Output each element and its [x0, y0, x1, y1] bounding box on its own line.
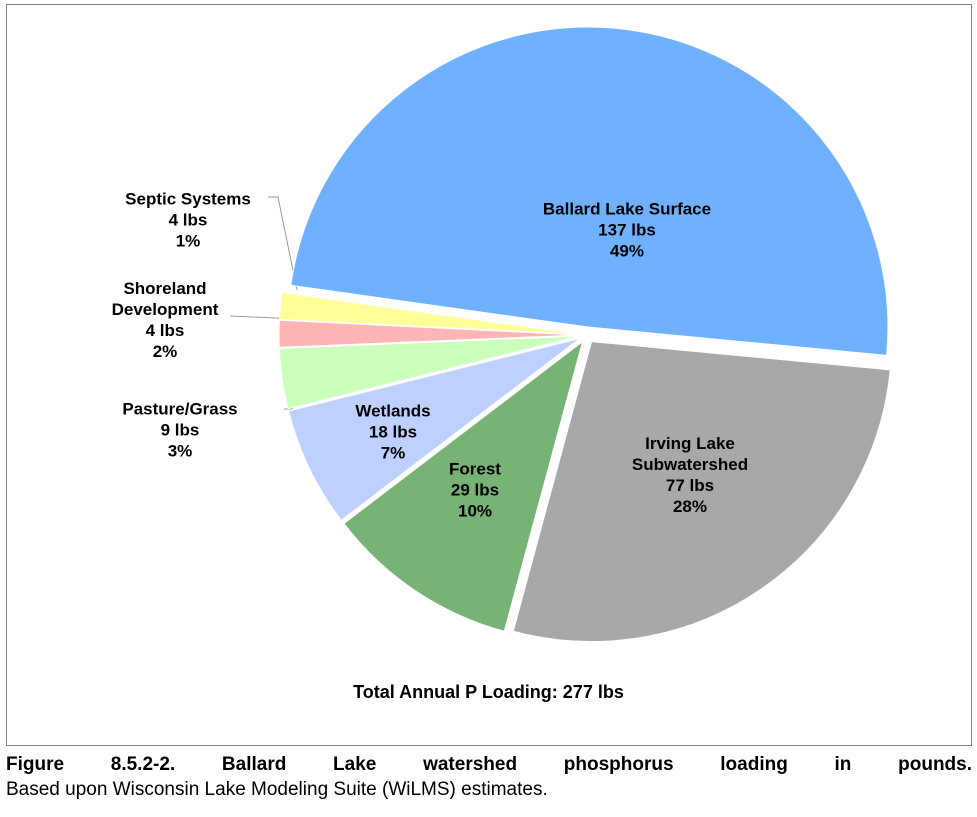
total-annotation: Total Annual P Loading: 277 lbs	[353, 682, 624, 702]
slice-percent: 7%	[380, 443, 406, 463]
slice-label: Septic Systems 4 lbs 1%	[125, 189, 251, 252]
slice-value: 4 lbs	[145, 321, 185, 340]
caption: Figure 8.5.2-2. Ballard Lake watershed p…	[6, 752, 972, 802]
slice-name: Shoreland Development	[111, 279, 219, 319]
slice-name: Septic Systems	[125, 189, 251, 209]
slice-name: Wetlands	[355, 401, 431, 421]
chart-frame	[6, 4, 972, 746]
pie-slice	[343, 340, 584, 632]
pie-slice	[288, 337, 581, 522]
slice-percent: 49%	[609, 241, 645, 261]
pie-slice	[278, 291, 580, 335]
slice-value: 29 lbs	[450, 480, 500, 500]
leader-line	[268, 196, 298, 291]
slice-label: Irving Lake Subwatershed 77 lbs 28%	[632, 433, 748, 517]
pie-slice	[512, 341, 891, 643]
slice-name: Ballard Lake Surface	[542, 199, 712, 219]
slice-value: 137 lbs	[598, 220, 656, 240]
pie-slice	[278, 335, 580, 410]
slice-percent: 3%	[167, 441, 193, 461]
slice-label: Wetlands 18 lbs 7%	[355, 401, 430, 464]
slice-value: 18 lbs	[368, 422, 418, 442]
slice-name: Pasture/Grass	[122, 399, 238, 419]
slice-percent: 10%	[457, 501, 493, 521]
slice-name: Irving Lake Subwatershed	[631, 434, 749, 474]
slice-label: Forest 29 lbs 10%	[449, 459, 501, 522]
slice-label: Ballard Lake Surface 137 lbs 49%	[543, 199, 711, 262]
pie-slice	[278, 319, 580, 348]
slice-label: Shoreland Development 4 lbs 2%	[112, 278, 219, 362]
slice-label: Pasture/Grass 9 lbs 3%	[122, 399, 237, 462]
caption-text: Based upon Wisconsin Lake Modeling Suite…	[6, 779, 548, 800]
slice-name: Forest	[449, 459, 501, 479]
slice-percent: 28%	[672, 497, 708, 516]
slice-value: 9 lbs	[160, 420, 200, 440]
pie-slice	[290, 26, 889, 356]
slice-percent: 2%	[152, 342, 178, 361]
caption-figure: Figure 8.5.2-2. Ballard Lake watershed p…	[6, 754, 972, 775]
slice-value: 77 lbs	[665, 476, 715, 495]
slice-value: 4 lbs	[168, 210, 208, 230]
slice-percent: 1%	[175, 231, 201, 251]
